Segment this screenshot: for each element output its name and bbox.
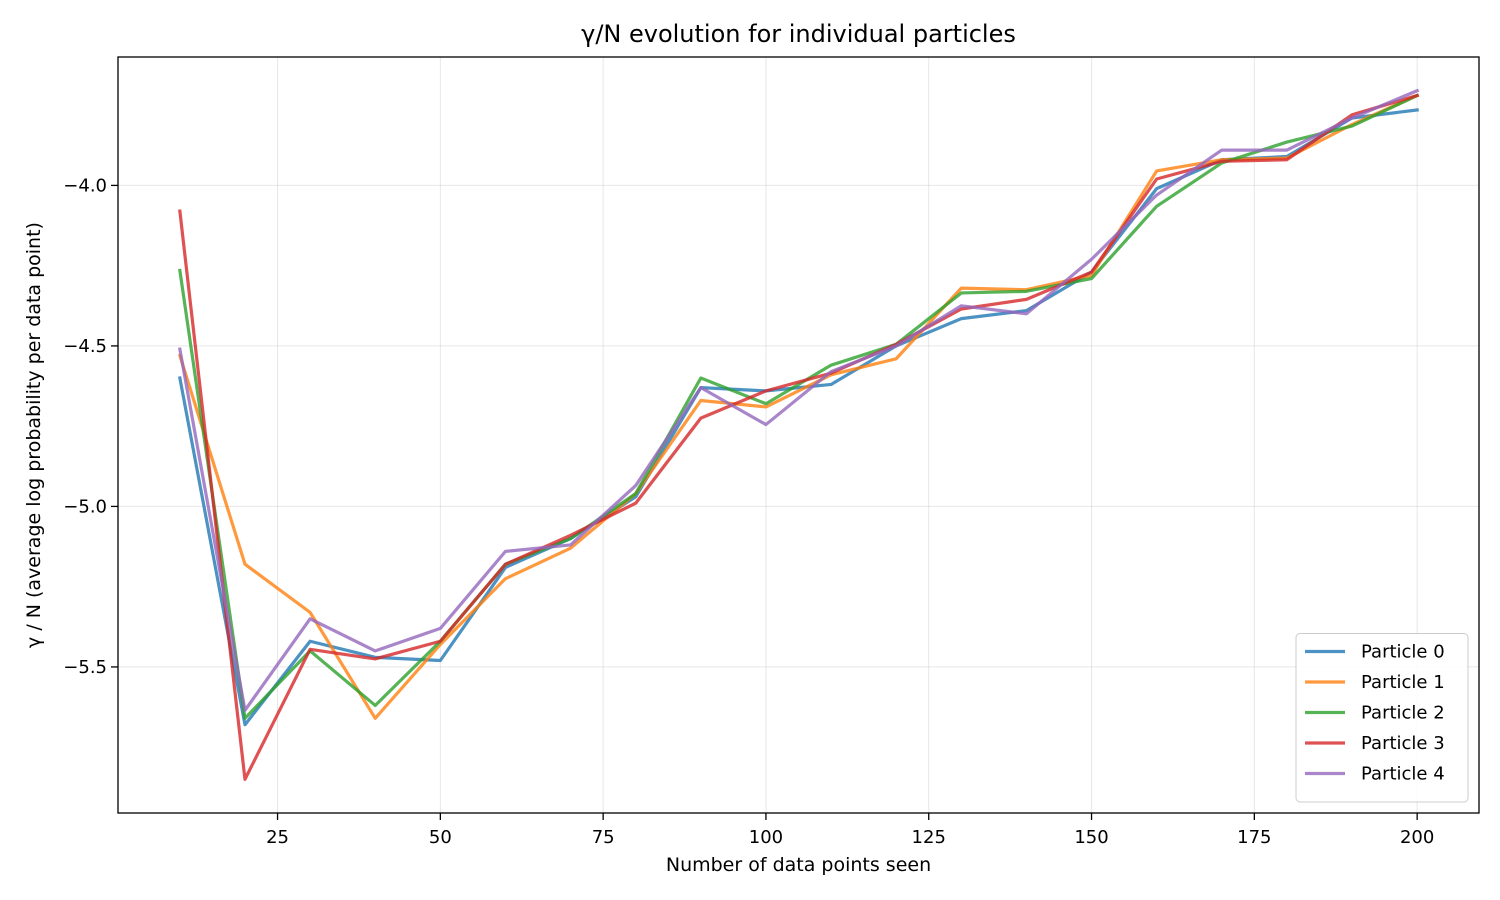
chart-title: γ/N evolution for individual particles <box>581 20 1016 48</box>
legend-label-particle-4: Particle 4 <box>1361 764 1445 785</box>
x-tick-label: 75 <box>592 827 615 848</box>
y-tick-label: −5.5 <box>63 657 107 678</box>
series-line-particle-1 <box>177 93 1420 720</box>
x-tick-label: 125 <box>912 827 946 848</box>
x-axis-label: Number of data points seen <box>666 854 931 876</box>
grid <box>118 57 1479 813</box>
series-line-particle-2 <box>178 93 1420 720</box>
x-tick-label: 100 <box>749 827 783 848</box>
y-axis-label: γ / N (average log probability per data … <box>23 222 45 648</box>
plot-frame <box>117 56 1480 814</box>
x-tick-label: 200 <box>1400 827 1434 848</box>
series-line-particle-3 <box>178 93 1420 781</box>
legend-label-particle-2: Particle 2 <box>1361 703 1445 724</box>
y-tick-label: −4.5 <box>63 336 107 357</box>
series-line-particle-0 <box>177 108 1419 727</box>
y-tick-label: −4.0 <box>63 175 107 196</box>
y-tick-label: −5.0 <box>63 496 107 517</box>
x-tick-label: 25 <box>266 827 289 848</box>
x-tick-label: 150 <box>1074 827 1108 848</box>
series-line-particle-4 <box>178 88 1420 712</box>
legend-box <box>1295 633 1469 803</box>
x-tick-label: 175 <box>1237 827 1271 848</box>
legend-label-particle-3: Particle 3 <box>1361 733 1445 754</box>
y-axis-ticks: −5.5 −5.0 −4.5 −4.0 <box>63 175 118 678</box>
legend-label-particle-1: Particle 1 <box>1361 672 1445 693</box>
x-tick-label: 50 <box>429 827 452 848</box>
legend: Particle 0 Particle 1 Particle 2 Particle 3… <box>1295 633 1469 803</box>
series-lines <box>177 88 1420 781</box>
legend-label-particle-0: Particle 0 <box>1361 642 1445 663</box>
x-axis-ticks: 25 50 75 100 125 150 175 200 <box>266 813 1434 848</box>
